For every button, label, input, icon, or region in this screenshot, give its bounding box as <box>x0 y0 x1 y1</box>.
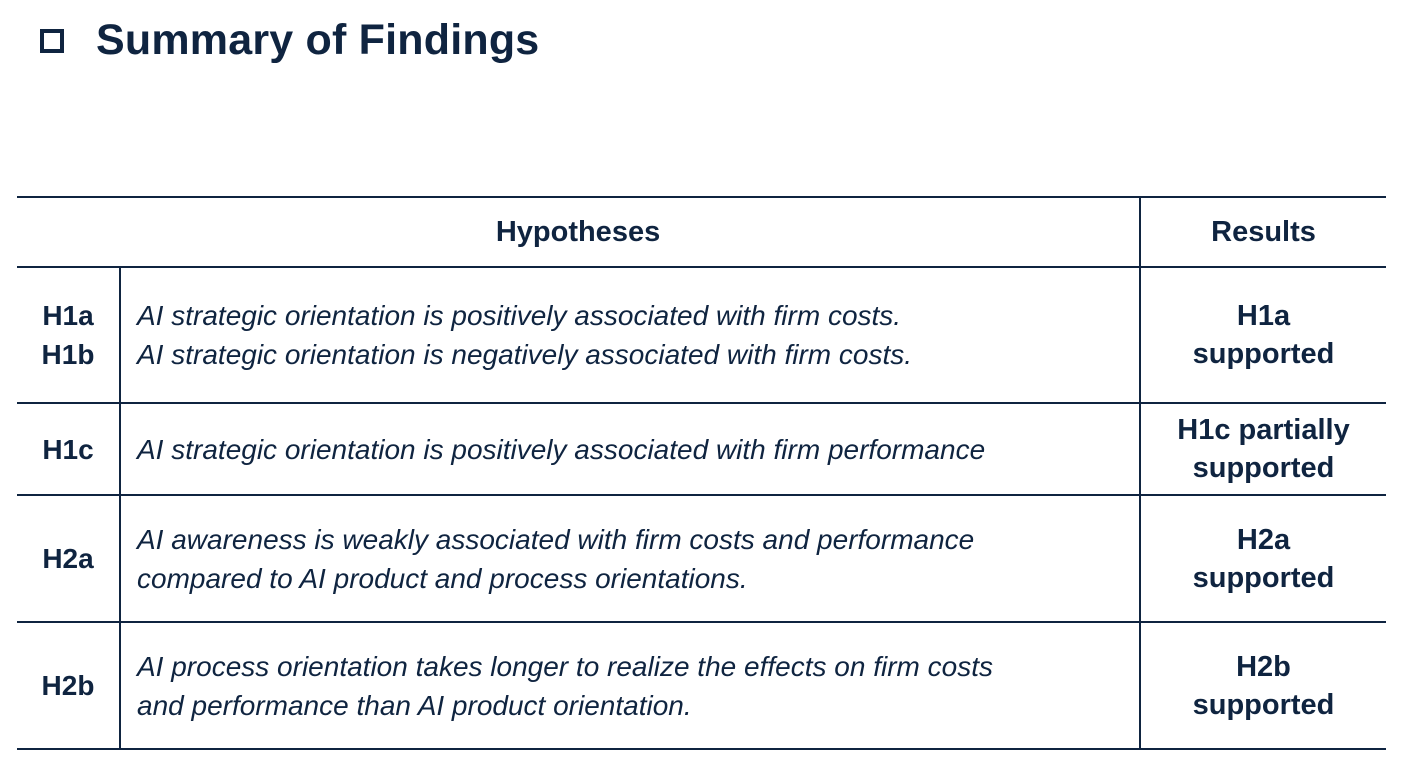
result-cell: H1c partially supported <box>1139 403 1387 495</box>
result-cell: H2b supported <box>1139 622 1387 749</box>
result-text: supported <box>1192 688 1335 721</box>
hypothesis-statement-cell: AI awareness is weakly associated with f… <box>120 495 1140 622</box>
result-text: supported <box>1192 561 1335 594</box>
result-cell: H2a supported <box>1139 495 1387 622</box>
slide-title-row: Summary of Findings <box>40 14 539 66</box>
result-text: supported <box>1192 452 1335 484</box>
hypothesis-statement: and performance than AI product orientat… <box>137 689 692 721</box>
table-header-row: Hypotheses Results <box>17 197 1387 267</box>
checkbox-icon <box>40 29 64 53</box>
result-text: H1a <box>1236 300 1291 332</box>
hypothesis-id: H1b <box>41 339 95 370</box>
hypothesis-statement: AI strategic orientation is positively a… <box>137 300 902 331</box>
hypothesis-id: H1a <box>42 300 94 331</box>
result-text: H1c partially <box>1177 414 1350 446</box>
hypothesis-statement: AI process orientation takes longer to r… <box>137 650 993 682</box>
table-row: H2a AI awareness is weakly associated wi… <box>17 495 1387 622</box>
findings-table-container: Hypotheses Results H1a H1b AI strategic … <box>17 196 1387 750</box>
hypothesis-id-cell: H1a H1b <box>17 267 121 403</box>
hypothesis-id: H2a <box>42 543 94 574</box>
hypothesis-statement: AI strategic orientation is positively a… <box>137 433 986 465</box>
hypothesis-id-cell: H2a <box>17 495 121 622</box>
hypothesis-statement-cell: AI strategic orientation is positively a… <box>120 403 1140 495</box>
result-text: H2a <box>1236 523 1291 556</box>
results-column-header: Results <box>1139 197 1387 267</box>
findings-table: Hypotheses Results H1a H1b AI strategic … <box>17 196 1387 750</box>
hypothesis-statement-cell: AI strategic orientation is positively a… <box>120 267 1140 403</box>
hypothesis-statement: AI strategic orientation is negatively a… <box>137 339 913 370</box>
hypothesis-statement-cell: AI process orientation takes longer to r… <box>120 622 1140 749</box>
table-row: H1a H1b AI strategic orientation is posi… <box>17 267 1387 403</box>
result-text: supported <box>1192 338 1335 370</box>
hypothesis-id-cell: H1c <box>17 403 121 495</box>
result-text: H2b <box>1236 650 1291 683</box>
page-title: Summary of Findings <box>96 15 540 64</box>
hypothesis-id: H2b <box>41 670 95 701</box>
table-row: H2b AI process orientation takes longer … <box>17 622 1387 749</box>
hypothesis-statement: compared to AI product and process orien… <box>137 562 748 594</box>
result-cell: H1a supported <box>1139 267 1387 403</box>
hypothesis-statement: AI awareness is weakly associated with f… <box>137 523 975 555</box>
hypothesis-id: H1c <box>42 433 94 465</box>
hypothesis-id-cell: H2b <box>17 622 121 749</box>
table-row: H1c AI strategic orientation is positive… <box>17 403 1387 495</box>
hypotheses-column-header: Hypotheses <box>495 215 661 248</box>
